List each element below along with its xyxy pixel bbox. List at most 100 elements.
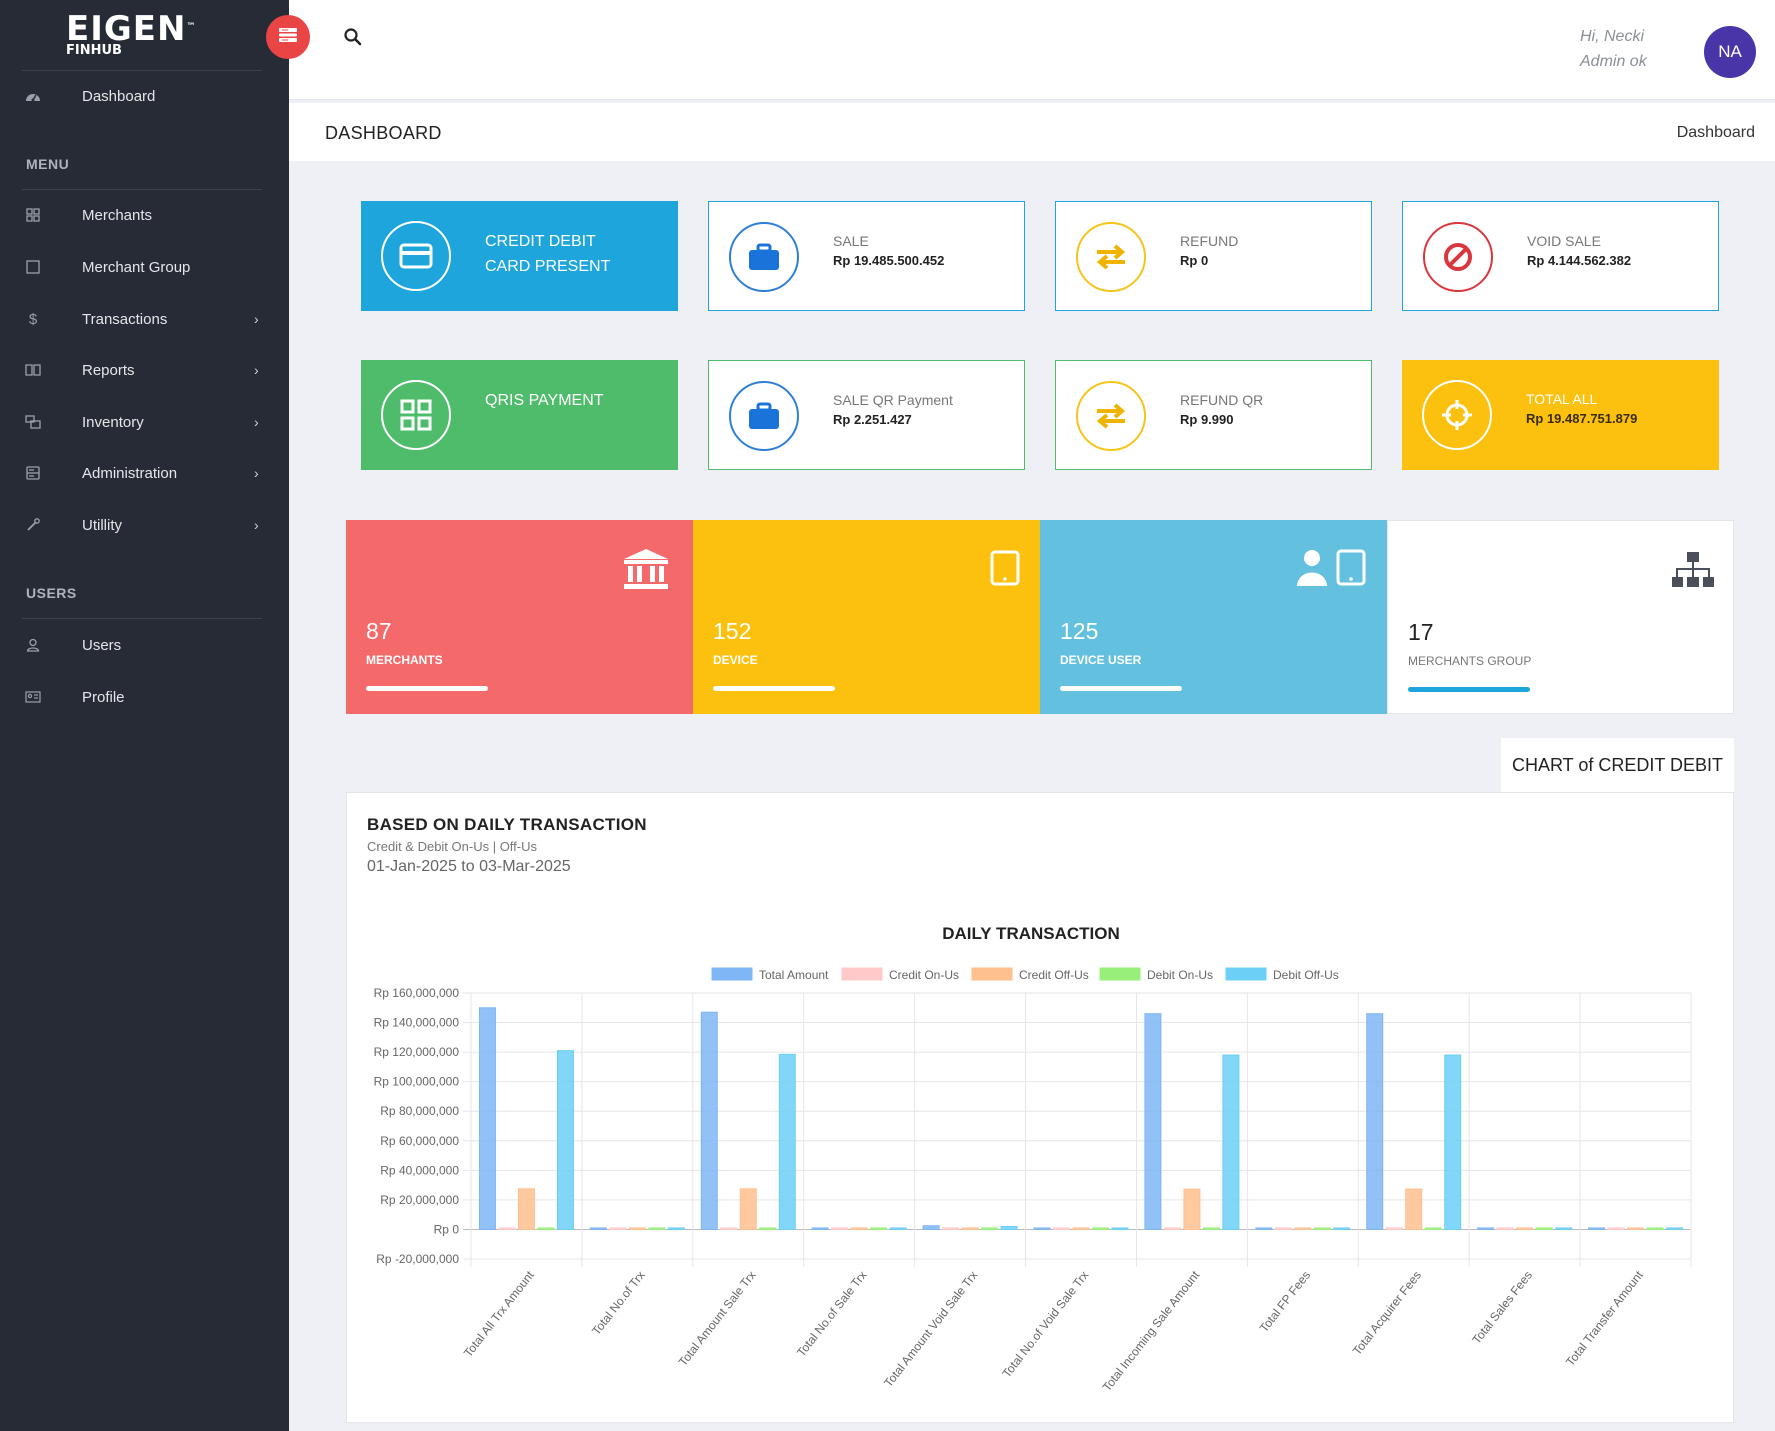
total-all-tile[interactable]: TOTAL ALL Rp 19.487.751.879 bbox=[1402, 360, 1719, 470]
device-user-label: DEVICE USER bbox=[1060, 653, 1142, 667]
bar bbox=[1294, 1227, 1312, 1230]
sidebar-item-label: Merchants bbox=[82, 206, 153, 224]
x-tick-label: Total FP Fees bbox=[1257, 1268, 1313, 1335]
page-title: DASHBOARD bbox=[325, 123, 442, 143]
bar bbox=[537, 1227, 555, 1230]
bar bbox=[831, 1227, 849, 1230]
sidebar-item-label: Dashboard bbox=[82, 87, 156, 105]
panel-subheading: Credit & Debit On-Us | Off-Us bbox=[367, 839, 538, 854]
chart-panel: BASED ON DAILY TRANSACTION Credit & Debi… bbox=[346, 792, 1734, 1423]
credit-debit-card-present-tile[interactable]: CREDIT DEBIT CARD PRESENT bbox=[361, 201, 678, 311]
bar bbox=[1111, 1227, 1129, 1230]
y-tick-label: Rp 0 bbox=[434, 1222, 460, 1236]
user-icon bbox=[24, 636, 42, 654]
avatar[interactable]: NA bbox=[1704, 26, 1756, 78]
brand-subtitle: FINHUB bbox=[66, 43, 122, 58]
legend-label: Debit On-Us bbox=[1147, 968, 1213, 982]
bar bbox=[648, 1227, 666, 1230]
merchants-stat[interactable]: 87 MERCHANTS bbox=[346, 520, 693, 714]
sidebar-item-users[interactable]: Users bbox=[0, 625, 289, 665]
sidebar-item-utility[interactable]: Utillity › bbox=[0, 505, 289, 545]
sidebar-item-inventory[interactable]: Inventory › bbox=[0, 402, 289, 442]
sale-value: Rp 19.485.500.452 bbox=[833, 253, 945, 268]
bar bbox=[1053, 1227, 1070, 1230]
app-logo[interactable]: EIGEN™ FINHUB bbox=[66, 12, 236, 62]
sidebar-item-merchants[interactable]: Merchants bbox=[0, 195, 289, 235]
server-icon bbox=[24, 464, 42, 482]
bar bbox=[1333, 1227, 1351, 1230]
refund-label: REFUND bbox=[1180, 233, 1239, 249]
sidebar-item-dashboard[interactable]: Dashboard bbox=[0, 76, 289, 116]
dollar-icon: $ bbox=[28, 310, 38, 328]
tab-chart-credit-debit[interactable]: CHART of CREDIT DEBIT bbox=[1501, 738, 1734, 793]
sidebar-item-transactions[interactable]: $ Transactions › bbox=[0, 299, 289, 339]
dashboard-icon bbox=[24, 87, 42, 105]
qris-payment-tile[interactable]: QRIS PAYMENT bbox=[361, 360, 678, 470]
sidebar-item-reports[interactable]: Reports › bbox=[0, 350, 289, 390]
merchants-group-label: MERCHANTS GROUP bbox=[1408, 654, 1532, 668]
exchange-icon bbox=[1076, 222, 1146, 292]
sale-tile[interactable]: SALE Rp 19.485.500.452 bbox=[708, 201, 1025, 311]
menu-toggle-button[interactable] bbox=[266, 15, 310, 59]
bar bbox=[778, 1053, 796, 1230]
x-tick-label: Total No.of Void Sale Trx bbox=[999, 1268, 1091, 1380]
device-label: DEVICE bbox=[713, 653, 758, 667]
chevron-right-icon: › bbox=[254, 362, 259, 378]
briefcase-icon bbox=[729, 222, 799, 292]
bar bbox=[478, 1007, 496, 1230]
bar bbox=[1516, 1227, 1534, 1230]
card-icon bbox=[381, 221, 451, 291]
refund-tile[interactable]: REFUND Rp 0 bbox=[1055, 201, 1372, 311]
bar bbox=[1555, 1227, 1573, 1230]
merchants-group-stat[interactable]: 17 MERCHANTS GROUP bbox=[1387, 520, 1734, 714]
divider bbox=[22, 618, 262, 619]
refund-qr-tile[interactable]: REFUND QR Rp 9.990 bbox=[1055, 360, 1372, 470]
briefcase-icon bbox=[729, 381, 799, 451]
sidebar-item-label: Transactions bbox=[82, 310, 168, 328]
sidebar-item-label: Profile bbox=[82, 688, 125, 706]
breadcrumb[interactable]: Dashboard bbox=[1676, 124, 1755, 141]
topbar bbox=[289, 0, 1775, 100]
bar bbox=[1222, 1054, 1240, 1230]
y-tick-label: Rp 160,000,000 bbox=[374, 986, 460, 1000]
sitemap-icon bbox=[1671, 551, 1715, 594]
chevron-right-icon: › bbox=[254, 465, 259, 481]
y-tick-label: Rp 100,000,000 bbox=[374, 1075, 460, 1089]
bar bbox=[700, 1011, 718, 1230]
sidebar-item-merchant-group[interactable]: Merchant Group bbox=[0, 247, 289, 287]
sale-qr-label: SALE QR Payment bbox=[833, 392, 953, 408]
bar bbox=[981, 1227, 999, 1230]
bar bbox=[1385, 1227, 1403, 1230]
device-user-stat[interactable]: 125 DEVICE USER bbox=[1040, 520, 1387, 714]
bar bbox=[1183, 1188, 1201, 1230]
divider bbox=[22, 70, 262, 71]
panel-heading: BASED ON DAILY TRANSACTION bbox=[367, 815, 647, 834]
sidebar-item-administration[interactable]: Administration › bbox=[0, 453, 289, 493]
bar bbox=[1144, 1013, 1162, 1230]
search-icon[interactable] bbox=[343, 27, 365, 49]
sidebar-item-label: Merchant Group bbox=[82, 258, 191, 276]
refund-qr-label: REFUND QR bbox=[1180, 392, 1264, 408]
x-tick-label: Total No.of Sale Trx bbox=[794, 1268, 870, 1359]
void-sale-tile[interactable]: VOID SALE Rp 4.144.562.382 bbox=[1402, 201, 1719, 311]
bar bbox=[961, 1227, 979, 1230]
x-tick-label: Total Acquirer Fees bbox=[1350, 1268, 1424, 1358]
bar bbox=[609, 1227, 627, 1230]
bar bbox=[1666, 1227, 1684, 1230]
boxes-icon bbox=[24, 413, 42, 431]
sidebar-item-profile[interactable]: Profile bbox=[0, 677, 289, 717]
users-section-title: USERS bbox=[26, 585, 77, 601]
menu-section-title: MENU bbox=[26, 156, 70, 172]
sale-qr-tile[interactable]: SALE QR Payment Rp 2.251.427 bbox=[708, 360, 1025, 470]
bar bbox=[759, 1227, 777, 1230]
merchants-label: MERCHANTS bbox=[366, 653, 443, 667]
void-sale-value: Rp 4.144.562.382 bbox=[1527, 253, 1632, 268]
y-tick-label: Rp 20,000,000 bbox=[380, 1193, 459, 1207]
merchants-group-count: 17 bbox=[1408, 619, 1434, 645]
device-stat[interactable]: 152 DEVICE bbox=[693, 520, 1040, 714]
chart-title: DAILY TRANSACTION bbox=[942, 924, 1120, 943]
bar bbox=[1163, 1227, 1181, 1230]
user-greeting: Hi, Necki Admin ok bbox=[1580, 24, 1670, 74]
wrench-icon bbox=[24, 516, 42, 534]
bar bbox=[498, 1227, 516, 1230]
